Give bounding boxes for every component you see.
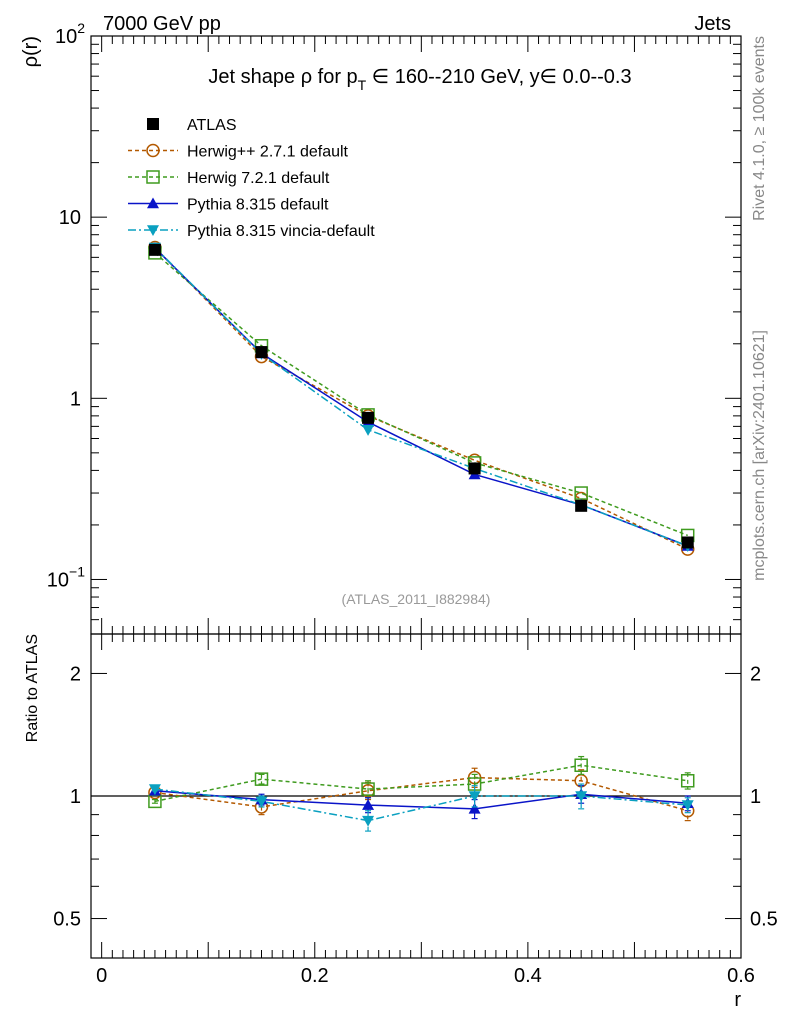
main-y-ticks [91, 35, 741, 635]
ratio-data-point [680, 774, 695, 788]
legend-label: Herwig++ 2.7.1 default [187, 144, 349, 161]
main-series-layer [148, 240, 695, 556]
legend-label: Pythia 8.315 default [187, 197, 329, 214]
ratio-series-line [154, 764, 688, 803]
series-pythia-8-315-vincia-default [148, 242, 694, 553]
ratio-data-point [681, 800, 694, 812]
x-ticks [101, 36, 742, 958]
ratio-y-axis-label: Ratio to ATLAS [24, 634, 41, 742]
legend-label: ATLAS [187, 117, 237, 134]
series-line [154, 246, 689, 550]
ratio-y-tick-label-right: 0.5 [750, 909, 778, 931]
series-line [154, 247, 688, 547]
ratio-series-layer [148, 755, 695, 832]
legend-marker [146, 143, 160, 158]
analysis-label: (ATLAS_2011_I882984) [342, 591, 491, 607]
data-point [148, 243, 161, 256]
data-point [255, 346, 268, 359]
ratio-y-ticks [91, 672, 741, 959]
header-right: Jets [694, 13, 731, 35]
main-y-tick-label: 102 [55, 20, 85, 48]
ratio-y-tick-label: 2 [70, 663, 81, 685]
ratio-y-tick-label-right: 1 [750, 786, 761, 808]
legend-label: Herwig 7.2.1 default [187, 170, 330, 187]
side-text-bottom: mcplots.cern.ch [arXiv:2401.10621] [751, 330, 768, 581]
main-y-axis-label: ρ(r) [20, 36, 42, 67]
main-y-tick-label: 1 [70, 388, 81, 410]
ratio-data-point [574, 758, 588, 772]
data-point [468, 462, 481, 475]
ratio-data-point [362, 815, 375, 827]
ratio-y-tick-label-right: 2 [750, 663, 761, 685]
data-point [575, 499, 588, 512]
legend-item-herwig-2-7-1-default: Herwig++ 2.7.1 default [128, 144, 349, 161]
ratio-y-tick-label: 1 [70, 786, 81, 808]
data-point [681, 536, 694, 549]
ratio-data-point [255, 796, 268, 808]
data-point [362, 425, 375, 436]
ratio-data-point [254, 772, 269, 786]
side-text-top: Rivet 4.1.0, ≥ 100k events [751, 36, 768, 221]
ratio-series-line [154, 790, 688, 810]
legend-item-pythia-8-315-vincia-default: Pythia 8.315 vincia-default [128, 223, 375, 240]
ratio-data-point [468, 791, 481, 802]
legend-item-atlas: ATLAS [147, 117, 237, 134]
legend: ATLAS Herwig++ 2.7.1 default Herwig 7.2.1 … [128, 117, 375, 240]
ratio-y-tick-labels: 2 2 1 1 0.5 0.5 [53, 663, 778, 930]
x-tick-label: 0.4 [514, 965, 542, 987]
series-herwig-2-7-1-default [148, 240, 695, 556]
ratio-data-point [575, 791, 588, 802]
x-tick-labels: 0 0.2 0.4 0.6 [96, 965, 755, 987]
series-line [154, 252, 688, 537]
legend-marker [147, 118, 159, 130]
series-herwig-7-2-1-default [148, 246, 695, 543]
ratio-series-herwig-7-2-1-default [148, 755, 695, 809]
main-y-tick-label: 10−1 [47, 563, 85, 591]
series-line [154, 246, 688, 547]
ratio-data-point [468, 802, 481, 814]
x-tick-label: 0.2 [301, 965, 329, 987]
main-y-tick-labels: 102 10 1 10−1 [47, 20, 85, 591]
ratio-data-point [148, 784, 161, 796]
ratio-series-line [154, 776, 688, 812]
ratio-data-point [361, 782, 375, 796]
x-axis-label: r [734, 989, 741, 1011]
main-title: Jet shape ρ for pT ∈ 160--210 GeV, y∈ 0.… [208, 66, 631, 93]
ratio-series-pythia-8-315-default [148, 784, 694, 820]
ratio-series-pythia-8-315-vincia-default [148, 783, 694, 832]
legend-marker [147, 225, 159, 236]
data-point [362, 411, 375, 424]
legend-marker [146, 170, 160, 184]
ratio-series-herwig-2-7-1-default [148, 767, 695, 822]
series-atlas [148, 243, 694, 549]
ratio-series-line [154, 788, 688, 822]
ratio-y-tick-label: 0.5 [53, 909, 81, 931]
ratio-data-point [362, 799, 375, 810]
legend-marker [147, 197, 159, 209]
header-left: 7000 GeV pp [103, 13, 221, 35]
x-tick-label: 0.6 [727, 965, 755, 987]
x-tick-label: 0 [96, 965, 107, 987]
main-y-tick-label: 10 [59, 207, 81, 229]
legend-item-pythia-8-315-default: Pythia 8.315 default [128, 197, 329, 214]
legend-item-herwig-7-2-1-default: Herwig 7.2.1 default [128, 170, 330, 187]
legend-label: Pythia 8.315 vincia-default [187, 223, 375, 240]
